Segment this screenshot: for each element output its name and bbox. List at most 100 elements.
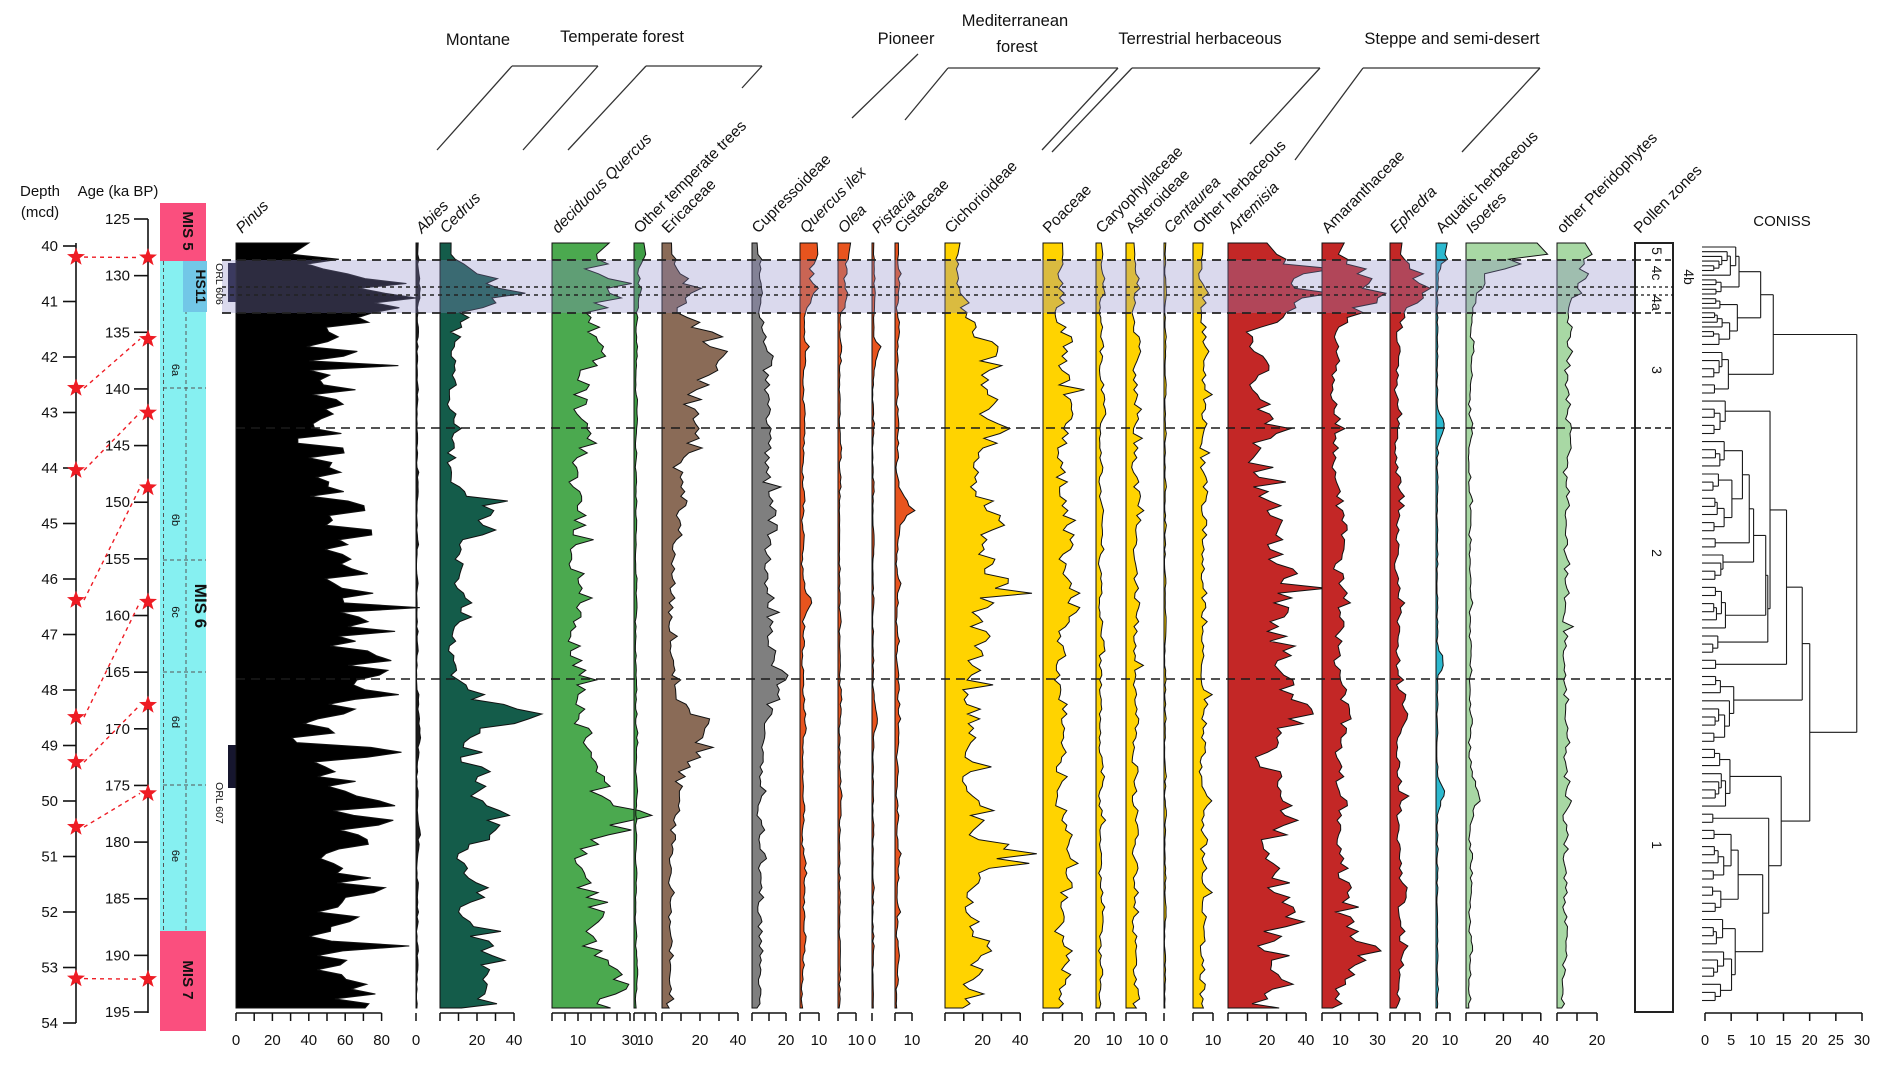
depth-tick-label: 52: [41, 904, 58, 921]
curve-deciduous-quercus: [551, 242, 654, 1009]
curve-isoetes: [1465, 242, 1549, 1009]
mis-label: MIS 6: [191, 584, 210, 628]
taxon-label: Ephedra: [1387, 183, 1441, 237]
curve-abies: [415, 242, 422, 1009]
scale-tick-label: 10: [1138, 1032, 1155, 1049]
taxon-label: Pinus: [233, 197, 273, 237]
age-tick-label: 190: [105, 947, 130, 964]
scale-tick-label: 10: [1332, 1032, 1349, 1049]
depth-tie-star: [67, 752, 85, 770]
group-bracket: [1051, 67, 1133, 153]
curve-cistaceae: [894, 242, 916, 1009]
group-bracket: [1294, 67, 1364, 161]
scale-tick-label: 10: [1442, 1032, 1459, 1049]
curve-artemisia: [1227, 242, 1335, 1009]
curve-ericaceae: [661, 242, 729, 1009]
scale-tick-label: 10: [570, 1032, 587, 1049]
age-tie-star: [139, 592, 157, 610]
age-tick-label: 150: [105, 494, 130, 511]
curve-cupressoideae: [751, 242, 789, 1009]
depth-tick-label: 48: [41, 682, 58, 699]
depth-tie-star: [67, 707, 85, 725]
zone-number: 4a: [1649, 295, 1665, 311]
age-tick-label: 130: [105, 268, 130, 285]
coniss-tick-label: 20: [1802, 1033, 1818, 1049]
mis-label: MIS 7: [179, 960, 196, 999]
age-tick-label: 195: [105, 1004, 130, 1021]
mis-subzone-label: 6b: [169, 514, 181, 526]
zone-number: 2: [1649, 549, 1665, 557]
mis-subzone-label: 6d: [169, 716, 181, 728]
mis-block-mis5: [160, 203, 206, 261]
scale-tick-label: 10: [1205, 1032, 1222, 1049]
scale-tick-label: 10: [904, 1032, 921, 1049]
depth-tie-star: [67, 969, 85, 987]
zone-number: 4b: [1681, 269, 1697, 285]
depth-tick-label: 47: [41, 627, 58, 644]
tie-line: [83, 487, 141, 601]
scale-tick-label: 20: [469, 1032, 486, 1049]
age-tick-label: 165: [105, 664, 130, 681]
curve-other-pteridophytes: [1556, 242, 1593, 1009]
age-tick-label: 140: [105, 381, 130, 398]
tie-line: [83, 792, 141, 828]
mis-subzone-label: 6a: [169, 364, 181, 377]
curve-olea: [837, 242, 852, 1009]
zone-number: 3: [1649, 366, 1665, 374]
scale-tick-label: 40: [1298, 1032, 1315, 1049]
hs11-box: [183, 261, 207, 312]
scale-tick-label: 30: [1369, 1032, 1386, 1049]
curve-ephedra: [1389, 242, 1432, 1009]
scale-tick-label: 20: [974, 1032, 991, 1049]
core-bar-label: ORL 607: [213, 782, 225, 824]
age-tie-star: [139, 695, 157, 713]
curve-cichorioideae: [944, 242, 1037, 1009]
depth-tick-label: 45: [41, 516, 58, 533]
zone-number: 5: [1649, 247, 1665, 255]
curve-poaceae: [1042, 242, 1085, 1009]
group-bracket: [1461, 67, 1541, 153]
age-tick-label: 170: [105, 721, 130, 738]
scale-tick-label: 10: [811, 1032, 828, 1049]
curve-asteroideae: [1125, 242, 1145, 1009]
mis-block-mis6: [160, 261, 206, 931]
scale-tick-label: 20: [778, 1032, 795, 1049]
scale-tick-label: 40: [1012, 1032, 1029, 1049]
depth-tick-label: 51: [41, 849, 58, 866]
tie-line: [83, 704, 141, 763]
taxon-label: Poaceae: [1040, 182, 1095, 237]
scale-tick-label: 0: [232, 1032, 240, 1049]
group-bracket: [567, 65, 647, 151]
tie-line: [83, 412, 141, 471]
depth-tie-star: [67, 590, 85, 608]
curve-cedrus: [439, 242, 544, 1009]
age-tick-label: 145: [105, 438, 130, 455]
group-bracket: [1041, 67, 1119, 151]
group-bracket: [741, 65, 763, 89]
scale-tick-label: 20: [1074, 1032, 1091, 1049]
depth-tick-label: 46: [41, 571, 58, 588]
group-header: Pioneer: [878, 30, 935, 48]
scale-tick-label: 40: [506, 1032, 523, 1049]
mis-subzone-label: 6c: [169, 606, 181, 618]
core-bar: [228, 745, 237, 788]
depth-tie-star: [67, 247, 85, 265]
group-header: Montane: [446, 31, 510, 49]
depth-tick-label: 50: [41, 793, 58, 810]
taxon-label: Cichorioideae: [942, 158, 1021, 237]
mis-block-mis7: [160, 931, 206, 1031]
hs11-label: HS11: [193, 269, 209, 303]
coniss-tick-label: 5: [1727, 1033, 1735, 1049]
age-tick-label: 155: [105, 551, 130, 568]
depth-tick-label: 42: [41, 349, 58, 366]
curve-other-temperate-trees: [633, 242, 647, 1009]
group-bracket: [904, 67, 949, 121]
age-tick-label: 185: [105, 891, 130, 908]
curve-pistacia: [871, 242, 882, 1009]
coniss-tick-label: 25: [1828, 1033, 1844, 1049]
group-bracket: [1249, 67, 1321, 145]
age-tick-label: 135: [105, 324, 130, 341]
pollen-zones-box: [1634, 242, 1674, 1013]
depth-tick-label: 49: [41, 738, 58, 755]
